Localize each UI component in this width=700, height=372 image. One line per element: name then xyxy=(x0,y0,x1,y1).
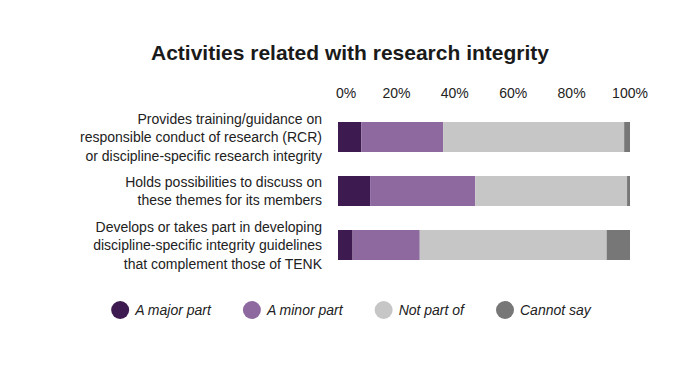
bars xyxy=(338,122,630,260)
bar-segment xyxy=(420,230,607,260)
bar-segment xyxy=(338,122,361,152)
legend-label: A major part xyxy=(134,302,212,318)
category-label: Provides training/guidance on responsible… xyxy=(80,111,322,164)
bar-segment xyxy=(361,122,443,152)
category-label-line: discipline-specific integrity guidelines xyxy=(93,237,322,253)
bar-segment xyxy=(338,176,370,206)
legend: A major part A minor part Not part of Canno… xyxy=(111,301,592,319)
tick-label: 60% xyxy=(499,85,527,101)
legend-label: Not part of xyxy=(399,302,466,318)
tick-label: 100% xyxy=(612,85,648,101)
tick-label: 80% xyxy=(558,85,586,101)
category-label-line: that complement those of TENK xyxy=(124,256,323,272)
title: Activities related with research integri… xyxy=(151,41,549,64)
tick-label: 20% xyxy=(382,85,410,101)
category-label: Develops or takes part in developing disc… xyxy=(93,219,322,272)
legend-swatch xyxy=(243,301,261,319)
bar-segment xyxy=(624,122,630,152)
category-label-line: Develops or takes part in developing xyxy=(96,219,322,235)
category-label-line: these themes for its members xyxy=(138,192,322,208)
bar-segment xyxy=(370,176,475,206)
legend-label: Cannot say xyxy=(520,302,592,318)
legend-swatch xyxy=(375,301,393,319)
tick-label: 40% xyxy=(441,85,469,101)
bar-segment xyxy=(475,176,627,206)
legend-swatch xyxy=(111,301,129,319)
bar-segment xyxy=(607,230,630,260)
legend-label: A minor part xyxy=(266,302,344,318)
category-label-line: responsible conduct of research (RCR) xyxy=(80,129,322,145)
bar-segment xyxy=(353,230,420,260)
tick-label: 0% xyxy=(336,85,356,101)
category-label: Holds possibilities to discuss on these t… xyxy=(125,174,322,209)
category-label-line: Provides training/guidance on xyxy=(138,111,322,127)
category-label-line: or discipline-specific research integrit… xyxy=(85,148,322,164)
category-label-line: Holds possibilities to discuss on xyxy=(125,174,322,190)
bar-segment xyxy=(627,176,630,206)
legend-swatch xyxy=(496,301,514,319)
chart: Activities related with research integri… xyxy=(0,0,700,372)
bar-segment xyxy=(443,122,624,152)
bar-segment xyxy=(338,230,353,260)
